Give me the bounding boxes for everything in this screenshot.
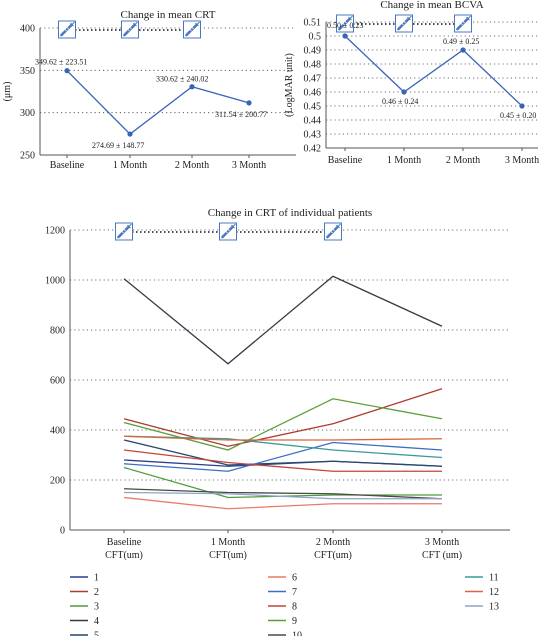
x-tick-label: 3 Month xyxy=(505,155,539,166)
data-label: 349.62 ± 223.51 xyxy=(35,58,87,67)
y-tick-label: 300 xyxy=(20,108,35,119)
data-point xyxy=(246,100,252,106)
data-label: 0.45 ± 0.20 xyxy=(500,111,536,120)
legend-label: 10 xyxy=(292,631,302,636)
syringe-icon xyxy=(219,222,237,241)
data-point xyxy=(64,68,70,74)
syringe-icon xyxy=(395,14,413,33)
legend-label: 9 xyxy=(292,616,297,627)
legend-label: 13 xyxy=(489,602,499,613)
y-tick-label: 200 xyxy=(50,476,65,487)
y-tick-label: 600 xyxy=(50,376,65,387)
chart-title: Change in mean BCVA xyxy=(380,0,483,11)
y-tick-label: 0.43 xyxy=(304,130,322,141)
x-tick-label: 1 Month xyxy=(387,155,421,166)
data-point xyxy=(189,84,195,90)
legend-label: 12 xyxy=(489,587,499,598)
x-tick-label: CFT(um) xyxy=(105,550,143,561)
data-label: 311.54 ± 200.77 xyxy=(215,110,267,119)
data-label: 330.62 ± 240.02 xyxy=(156,75,208,84)
syringe-icon xyxy=(58,20,76,39)
x-tick-label: 1 Month xyxy=(113,160,147,171)
series-line-5 xyxy=(123,439,443,467)
y-axis-label: (μm) xyxy=(2,82,13,102)
legend-label: 3 xyxy=(94,602,99,613)
series-line-7 xyxy=(123,441,443,472)
series-line xyxy=(344,35,523,107)
series-line xyxy=(66,70,250,135)
y-tick-label: 0.44 xyxy=(304,116,322,127)
data-point xyxy=(127,131,133,137)
series-line-13 xyxy=(123,491,442,500)
syringe-icon xyxy=(115,222,133,241)
x-tick-label: Baseline xyxy=(50,160,85,171)
syringe-icon xyxy=(121,20,139,39)
x-tick-label: 2 Month xyxy=(316,537,350,548)
y-tick-label: 0 xyxy=(60,526,65,537)
x-tick-label: CFT(um) xyxy=(314,550,352,561)
y-tick-label: 400 xyxy=(20,24,35,35)
x-tick-label: 1 Month xyxy=(211,537,245,548)
y-tick-label: 0.5 xyxy=(309,32,322,43)
y-tick-label: 250 xyxy=(20,151,35,162)
chart-crt: Change in mean CRT 250 300 350 400 (μm) Baseli… xyxy=(2,9,296,171)
y-tick-label: 0.49 xyxy=(304,46,322,57)
syringe-icon xyxy=(336,14,354,33)
legend-label: 11 xyxy=(489,573,499,584)
legend-label: 8 xyxy=(292,602,297,613)
data-label: 0.46 ± 0.24 xyxy=(382,97,418,106)
y-tick-label: 0.46 xyxy=(304,88,322,99)
legend-label: 1 xyxy=(94,573,99,584)
x-tick-label: Baseline xyxy=(328,155,363,166)
legend-label: 6 xyxy=(292,573,297,584)
y-axis-label: (LogMAR unit) xyxy=(284,53,295,117)
y-tick-label: 350 xyxy=(20,66,35,77)
chart-title: Change in mean CRT xyxy=(121,9,216,21)
data-label: 0.50 ± 0.23 xyxy=(327,21,363,30)
y-tick-label: 1200 xyxy=(45,226,65,237)
data-point xyxy=(401,89,407,95)
x-tick-label: CFT (um) xyxy=(422,550,462,561)
x-tick-label: Baseline xyxy=(107,537,142,548)
series-line-10 xyxy=(123,488,443,500)
legend-label: 5 xyxy=(94,631,99,636)
y-tick-label: 0.47 xyxy=(304,74,322,85)
series-line-9 xyxy=(123,398,443,451)
y-tick-label: 800 xyxy=(50,326,65,337)
x-tick-label: 2 Month xyxy=(446,155,480,166)
x-tick-label: 2 Month xyxy=(175,160,209,171)
syringe-icon xyxy=(454,14,472,33)
y-tick-label: 0.42 xyxy=(304,144,322,155)
series-line-6 xyxy=(123,496,442,510)
legend-label: 4 xyxy=(94,616,99,627)
x-tick-label: 3 Month xyxy=(232,160,266,171)
data-point xyxy=(460,47,466,53)
data-point xyxy=(519,103,525,109)
legend-label: 2 xyxy=(94,587,99,598)
y-tick-label: 0.45 xyxy=(304,102,322,113)
chart-individual: Change in CRT of individual patients 0 200… xyxy=(45,207,510,636)
chart-bcva: Change in mean BCVA 0.42 0.43 0.44 0.45 0.46 0… xyxy=(284,0,539,166)
y-tick-label: 1000 xyxy=(45,276,65,287)
series-line-12 xyxy=(123,435,443,441)
y-tick-label: 400 xyxy=(50,426,65,437)
syringe-icon xyxy=(183,20,201,39)
data-point xyxy=(342,33,348,39)
x-tick-label: 3 Month xyxy=(425,537,459,548)
series-line-2 xyxy=(123,388,443,447)
data-label: 0.49 ± 0.25 xyxy=(443,37,479,46)
y-tick-label: 0.51 xyxy=(304,18,322,29)
series-line-8 xyxy=(123,449,442,472)
y-tick-label: 0.48 xyxy=(304,60,322,71)
x-tick-label: CFT(um) xyxy=(209,550,247,561)
data-label: 274.69 ± 148.77 xyxy=(92,141,144,150)
chart-title: Change in CRT of individual patients xyxy=(208,207,372,219)
series-line-4 xyxy=(123,275,443,365)
syringe-icon xyxy=(324,222,342,241)
legend-label: 7 xyxy=(292,587,297,598)
